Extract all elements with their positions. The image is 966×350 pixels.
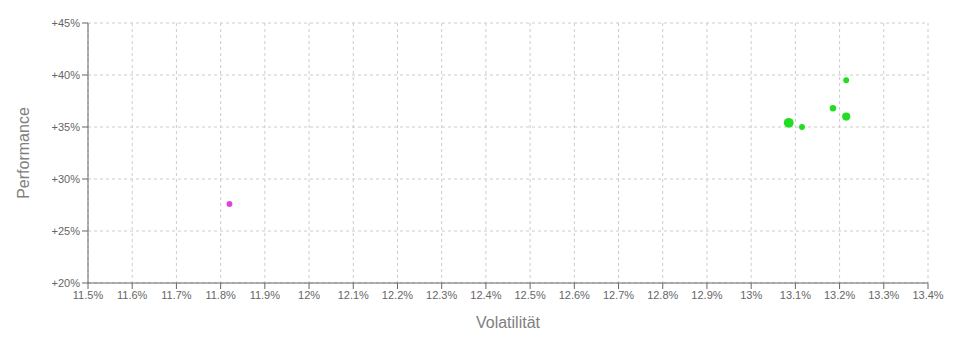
svg-text:Performance: Performance — [15, 107, 32, 199]
svg-text:11.5%: 11.5% — [73, 289, 104, 301]
svg-text:12%: 12% — [298, 289, 320, 301]
svg-text:13.4%: 13.4% — [912, 289, 943, 301]
svg-text:12.9%: 12.9% — [691, 289, 722, 301]
svg-text:13.3%: 13.3% — [868, 289, 899, 301]
svg-text:+45%: +45% — [52, 17, 81, 29]
svg-text:+25%: +25% — [52, 225, 81, 237]
svg-text:+20%: +20% — [52, 277, 81, 289]
svg-text:11.9%: 11.9% — [250, 289, 281, 301]
svg-text:11.6%: 11.6% — [117, 289, 148, 301]
svg-text:12.3%: 12.3% — [426, 289, 457, 301]
svg-text:12.6%: 12.6% — [559, 289, 590, 301]
svg-text:+40%: +40% — [52, 69, 81, 81]
svg-text:12.4%: 12.4% — [470, 289, 501, 301]
svg-text:13%: 13% — [740, 289, 762, 301]
svg-text:13.2%: 13.2% — [824, 289, 855, 301]
svg-text:12.2%: 12.2% — [382, 289, 413, 301]
svg-text:12.1%: 12.1% — [338, 289, 369, 301]
svg-text:13.1%: 13.1% — [780, 289, 811, 301]
svg-text:12.7%: 12.7% — [603, 289, 634, 301]
svg-text:11.7%: 11.7% — [161, 289, 192, 301]
svg-text:Volatilität: Volatilität — [476, 314, 541, 331]
svg-text:12.8%: 12.8% — [647, 289, 678, 301]
svg-text:11.8%: 11.8% — [205, 289, 236, 301]
svg-text:+35%: +35% — [52, 121, 81, 133]
svg-text:12.5%: 12.5% — [515, 289, 546, 301]
svg-text:+30%: +30% — [52, 173, 81, 185]
